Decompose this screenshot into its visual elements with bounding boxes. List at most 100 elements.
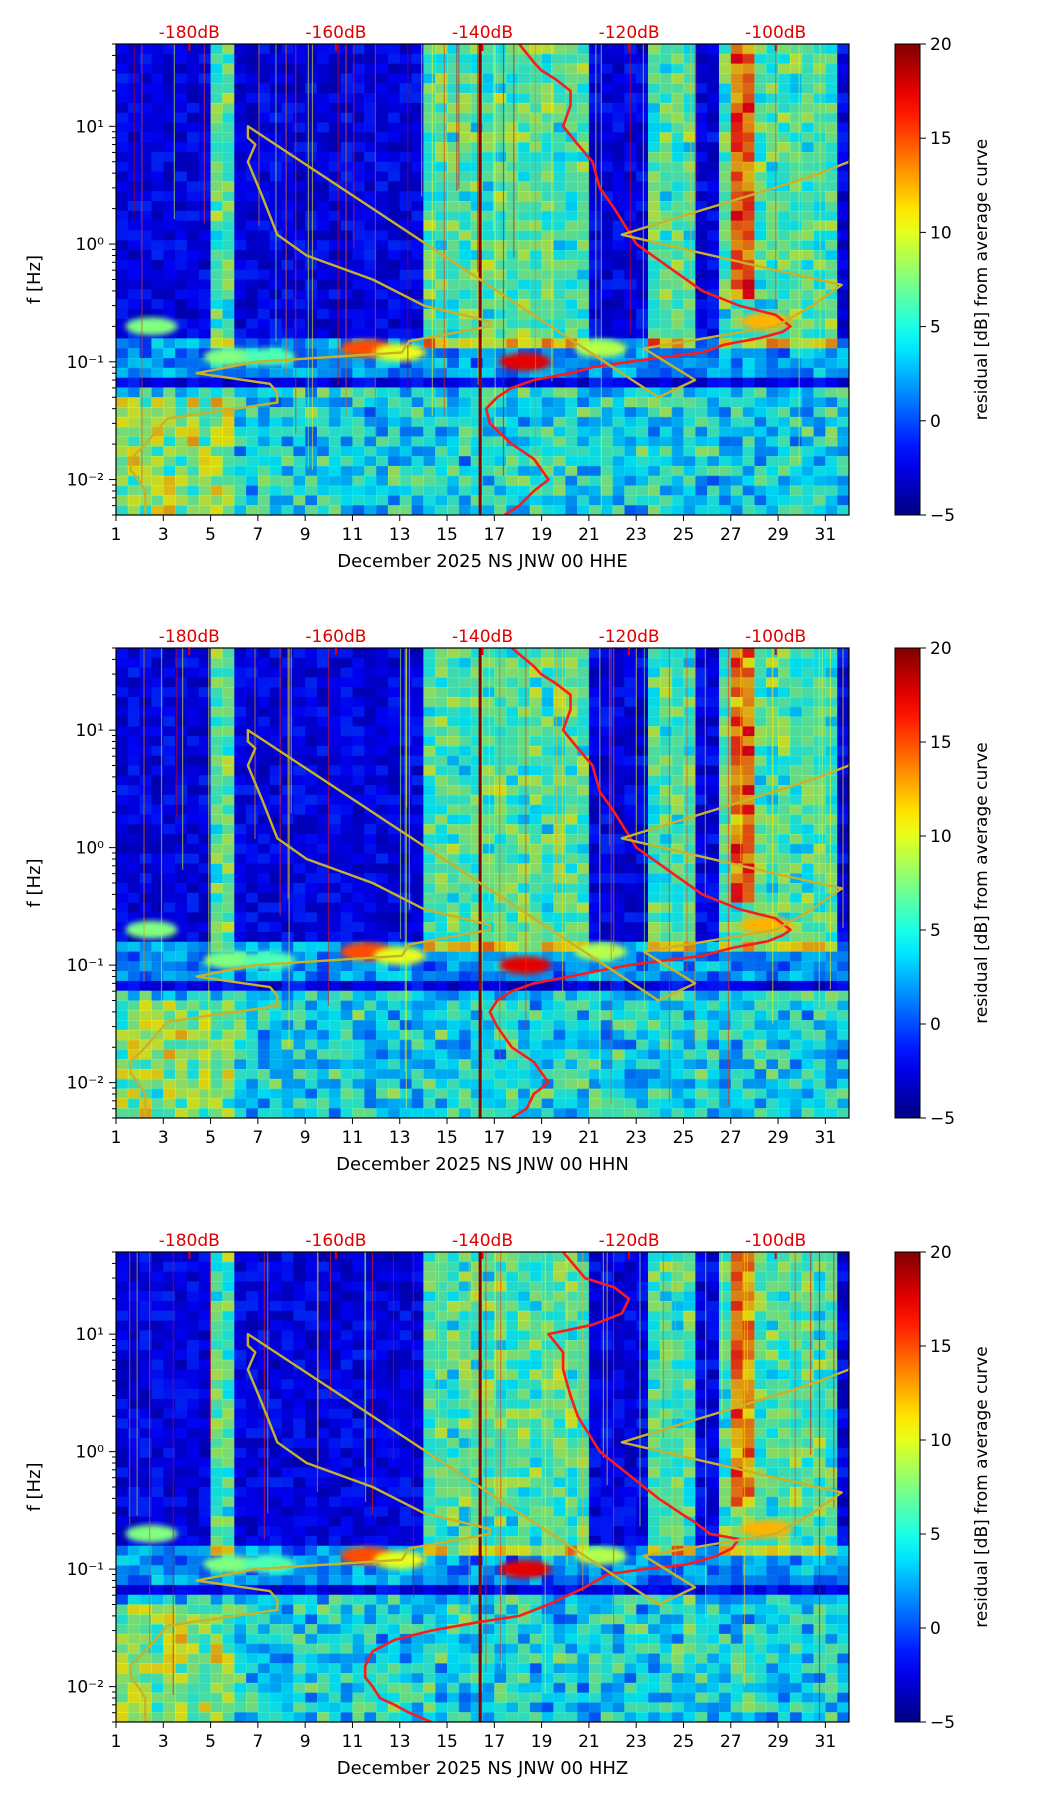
x-tick-label: 23 — [625, 1128, 647, 1148]
colorbar-tick-label: 20 — [930, 639, 952, 659]
x-tick-label: 1 — [111, 1128, 122, 1148]
x-tick-label: 9 — [300, 1732, 311, 1752]
colorbar-label: residual [dB] from average curve — [972, 742, 992, 1023]
top-db-label: -180dB — [159, 627, 220, 647]
x-tick-label: 3 — [158, 1732, 169, 1752]
y-axis-label: f [Hz] — [24, 1462, 45, 1511]
x-tick-label: 11 — [342, 1732, 364, 1752]
x-tick-label: 7 — [252, 1732, 263, 1752]
x-tick-label: 15 — [436, 1732, 458, 1752]
spectrogram-image — [116, 1252, 856, 1723]
y-tick-label: 10⁻¹ — [67, 956, 104, 976]
colorbar-tick-label: 5 — [930, 921, 941, 941]
x-tick-label: 25 — [673, 1732, 695, 1752]
colorbar-tick-label: 10 — [930, 223, 952, 243]
y-tick-label: 10¹ — [76, 721, 104, 741]
top-db-label: -120dB — [599, 627, 660, 647]
x-tick-label: 1 — [111, 525, 122, 545]
x-axis-label: December 2025 NS JNW 00 HHN — [336, 1154, 629, 1175]
x-tick-label: 7 — [252, 1128, 263, 1148]
colorbar-gradient — [895, 1252, 920, 1722]
x-tick-label: 21 — [578, 525, 600, 545]
x-tick-label: 13 — [389, 1128, 411, 1148]
x-tick-label: 23 — [625, 1732, 647, 1752]
colorbar-tick-label: 20 — [930, 35, 952, 55]
colorbar-tick-label: 5 — [930, 1525, 941, 1545]
x-tick-label: 19 — [531, 1128, 553, 1148]
x-tick-label: 5 — [205, 525, 216, 545]
colorbar-tick-label: 10 — [930, 1431, 952, 1451]
y-tick-label: 10⁻² — [67, 471, 104, 491]
colorbar-tick-label: 15 — [930, 1337, 952, 1357]
colorbar: −5 0 5 10 15 20 residual [dB] from average cur… — [895, 1243, 992, 1733]
x-tick-label: 25 — [673, 1128, 695, 1148]
x-tick-label: 5 — [205, 1732, 216, 1752]
colorbar-tick-label: 0 — [930, 1015, 941, 1035]
x-tick-label: 17 — [484, 1128, 506, 1148]
colorbar-tick-label: 5 — [930, 318, 941, 338]
y-tick-label: 10⁻² — [67, 1074, 104, 1094]
colorbar-tick-label: −5 — [930, 1713, 955, 1733]
top-db-label: -160dB — [305, 627, 366, 647]
x-tick-label: 19 — [531, 525, 553, 545]
x-tick-label: 31 — [815, 1128, 837, 1148]
colorbar-tick-label: 15 — [930, 129, 952, 149]
x-tick-label: 17 — [484, 525, 506, 545]
top-db-label: -100dB — [745, 23, 806, 43]
x-tick-label: 1 — [111, 1732, 122, 1752]
y-tick-label: 10⁰ — [76, 235, 105, 255]
x-tick-label: 25 — [673, 525, 695, 545]
y-tick-label: 10⁻¹ — [67, 1560, 104, 1580]
x-tick-label: 7 — [252, 525, 263, 545]
top-db-label: -100dB — [745, 1231, 806, 1251]
x-tick-label: 29 — [767, 525, 789, 545]
colorbar-tick-label: 0 — [930, 412, 941, 432]
y-tick-label: 10⁻¹ — [67, 353, 104, 373]
spectrogram-image — [116, 648, 856, 1119]
colorbar-tick-label: 10 — [930, 827, 952, 847]
y-axis-label: f [Hz] — [24, 858, 45, 907]
top-db-label: -160dB — [305, 1231, 366, 1251]
top-db-label: -120dB — [599, 23, 660, 43]
colorbar-tick-label: 15 — [930, 733, 952, 753]
x-tick-label: 11 — [342, 1128, 364, 1148]
spectrogram-image — [116, 44, 856, 516]
top-db-label: -140dB — [452, 627, 513, 647]
top-db-label: -180dB — [159, 1231, 220, 1251]
y-tick-label: 10¹ — [76, 1325, 104, 1345]
x-tick-label: 29 — [767, 1128, 789, 1148]
y-tick-label: 10¹ — [76, 117, 104, 137]
x-tick-label: 17 — [484, 1732, 506, 1752]
x-tick-label: 9 — [300, 1128, 311, 1148]
x-tick-label: 29 — [767, 1732, 789, 1752]
x-tick-label: 21 — [578, 1732, 600, 1752]
top-db-label: -160dB — [305, 23, 366, 43]
x-tick-label: 11 — [342, 525, 364, 545]
x-tick-label: 31 — [815, 1732, 837, 1752]
y-tick-label: 10⁰ — [76, 839, 105, 859]
y-axis-label: f [Hz] — [24, 255, 45, 304]
x-tick-label: 9 — [300, 525, 311, 545]
colorbar-label: residual [dB] from average curve — [972, 1346, 992, 1627]
x-tick-label: 13 — [389, 1732, 411, 1752]
x-tick-label: 13 — [389, 525, 411, 545]
colorbar-tick-label: 0 — [930, 1619, 941, 1639]
x-tick-label: 27 — [720, 1128, 742, 1148]
x-tick-label: 21 — [578, 1128, 600, 1148]
x-tick-label: 27 — [720, 525, 742, 545]
colorbar-gradient — [895, 44, 920, 515]
x-axis-label: December 2025 NS JNW 00 HHE — [337, 551, 628, 572]
x-tick-label: 5 — [205, 1128, 216, 1148]
colorbar-tick-label: −5 — [930, 506, 955, 526]
colorbar-gradient — [895, 648, 920, 1118]
x-tick-label: 31 — [815, 525, 837, 545]
colorbar-tick-label: 20 — [930, 1243, 952, 1263]
x-tick-label: 19 — [531, 1732, 553, 1752]
x-tick-label: 3 — [158, 525, 169, 545]
top-db-label: -140dB — [452, 23, 513, 43]
